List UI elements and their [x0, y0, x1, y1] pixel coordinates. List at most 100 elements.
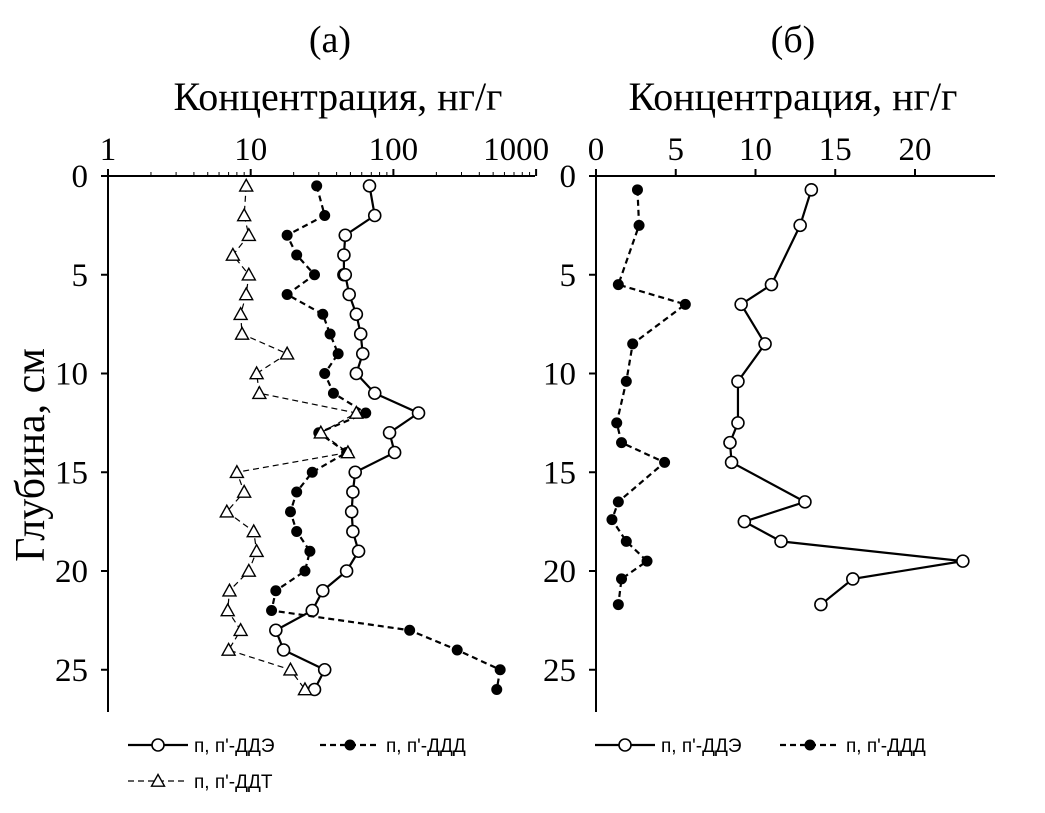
marker-point-16: [284, 506, 296, 518]
marker-point-9: [355, 346, 370, 361]
marker-point-22: [305, 603, 320, 618]
legend-label: п, п'-ДДД: [386, 736, 466, 757]
legend-entry: п, п'-ДДЭ: [128, 736, 274, 757]
marker-point-5: [620, 375, 632, 387]
marker-point-15: [348, 465, 363, 480]
marker-point-1: [793, 218, 807, 233]
series-line: [274, 185, 421, 691]
x-axis-label: Концентрация, нг/г: [629, 74, 958, 119]
marker-point-12: [956, 554, 970, 568]
marker-point-2: [338, 228, 353, 243]
marker-point-11: [367, 386, 382, 401]
marker-point-4: [627, 338, 639, 350]
marker-point-16: [346, 485, 360, 499]
panel-title: (б): [771, 19, 816, 61]
marker-point-8: [659, 456, 671, 468]
marker-point-15: [291, 486, 303, 498]
marker-point-17: [246, 523, 262, 538]
marker-point-22: [232, 622, 249, 637]
marker-point-5: [731, 374, 745, 389]
marker-point-10: [737, 514, 752, 529]
y-tick-label: 15: [55, 455, 88, 491]
marker-point-14: [229, 464, 245, 479]
marker-point-19: [351, 544, 366, 559]
marker-point-18: [346, 524, 360, 539]
marker-point-8: [353, 327, 368, 341]
series-1: [723, 183, 970, 612]
marker-point-10: [251, 385, 268, 400]
marker-point-0: [804, 183, 819, 197]
marker-point-12: [313, 424, 329, 439]
marker-point-25: [491, 684, 503, 695]
marker-point-9: [319, 368, 331, 379]
series-2: [266, 180, 506, 695]
marker-point-2: [764, 277, 779, 292]
marker-point-8: [724, 455, 739, 470]
marker-point-21: [220, 602, 236, 617]
marker-point-7: [616, 437, 628, 449]
marker-point-14: [387, 445, 402, 460]
marker-point-3: [337, 248, 351, 262]
marker-point-6: [232, 306, 249, 321]
marker-point-6: [731, 416, 745, 430]
marker-point-23: [220, 642, 237, 656]
marker-point-6: [342, 287, 356, 302]
marker-point-19: [299, 565, 311, 577]
marker-point-13: [382, 425, 397, 440]
marker-point-2: [281, 229, 293, 241]
marker-point-16: [219, 503, 235, 518]
marker-point-legend: [151, 738, 165, 752]
marker-point-10: [327, 387, 339, 399]
marker-point-7: [234, 326, 250, 340]
legend-entry: п, п'-ДДЭ: [595, 736, 741, 757]
marker-point-3: [734, 297, 748, 312]
marker-point-1: [319, 210, 331, 221]
series-3: [219, 177, 365, 696]
series-line: [728, 189, 964, 606]
marker-point-14: [306, 466, 318, 478]
marker-point-0: [631, 184, 643, 196]
marker-point-17: [291, 526, 303, 537]
marker-point-21: [315, 583, 330, 598]
marker-point-3: [225, 247, 241, 261]
marker-point-8: [332, 348, 344, 360]
y-tick-label: 10: [55, 357, 88, 393]
x-tick-label: 0: [588, 132, 605, 168]
x-axis-label: Концентрация, нг/г: [174, 74, 503, 119]
y-tick-label: 25: [55, 653, 88, 689]
x-tick-label: 100: [369, 132, 419, 168]
marker-point-legend: [618, 738, 632, 752]
marker-point-25: [297, 681, 313, 696]
legend-label: п, п'-ДДЭ: [661, 736, 741, 757]
marker-point-20: [270, 585, 282, 597]
marker-point-legend: [150, 773, 166, 787]
y-axis-label: Глубина, см: [8, 348, 54, 562]
marker-point-14: [612, 599, 624, 611]
series-2: [606, 184, 691, 611]
marker-point-11: [348, 405, 365, 419]
y-tick-label: 20: [55, 554, 88, 590]
legend-label: п, п'-ДДД: [846, 736, 926, 757]
marker-point-15: [236, 484, 252, 498]
marker-point-13: [845, 572, 860, 586]
panel-title: (а): [309, 19, 351, 61]
x-tick-label: 1000: [483, 132, 549, 168]
marker-point-7: [324, 328, 336, 340]
marker-point-6: [611, 417, 623, 429]
marker-point-4: [758, 337, 772, 351]
marker-point-23: [269, 623, 283, 638]
marker-point-9: [798, 495, 812, 509]
marker-point-20: [339, 564, 354, 578]
marker-point-17: [344, 504, 359, 519]
x-tick-label: 20: [899, 132, 932, 168]
marker-point-13: [616, 573, 628, 585]
y-tick-label: 5: [72, 258, 89, 294]
marker-point-1: [236, 207, 252, 222]
marker-point-12: [641, 555, 653, 567]
marker-point-11: [774, 534, 788, 549]
y-tick-label: 0: [560, 159, 577, 195]
legend-entry: п, п'-ДДД: [780, 736, 926, 757]
marker-point-1: [367, 208, 382, 223]
marker-point-4: [241, 266, 257, 281]
